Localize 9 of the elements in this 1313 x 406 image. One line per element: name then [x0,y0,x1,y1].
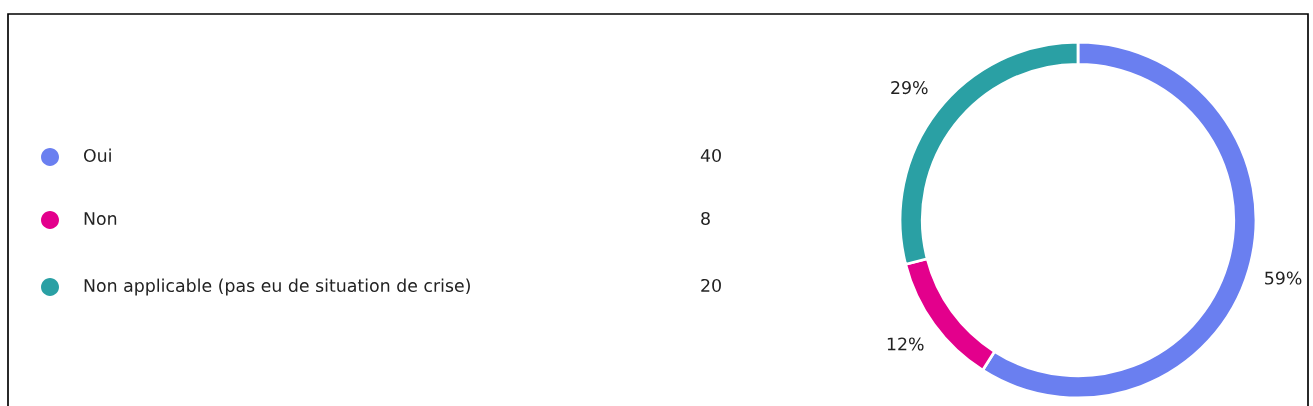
legend-label: Oui [83,148,111,163]
legend-label: Non [84,212,117,226]
text: 40 [700,148,721,163]
text: 20 [701,278,721,293]
legend-label: Non applicable (pas eu de situation de crise) [84,278,470,296]
data-label: 29% [891,81,928,95]
data-label: 59% [1265,271,1302,285]
text: 8 [701,211,710,226]
data-label: 12% [887,337,924,351]
